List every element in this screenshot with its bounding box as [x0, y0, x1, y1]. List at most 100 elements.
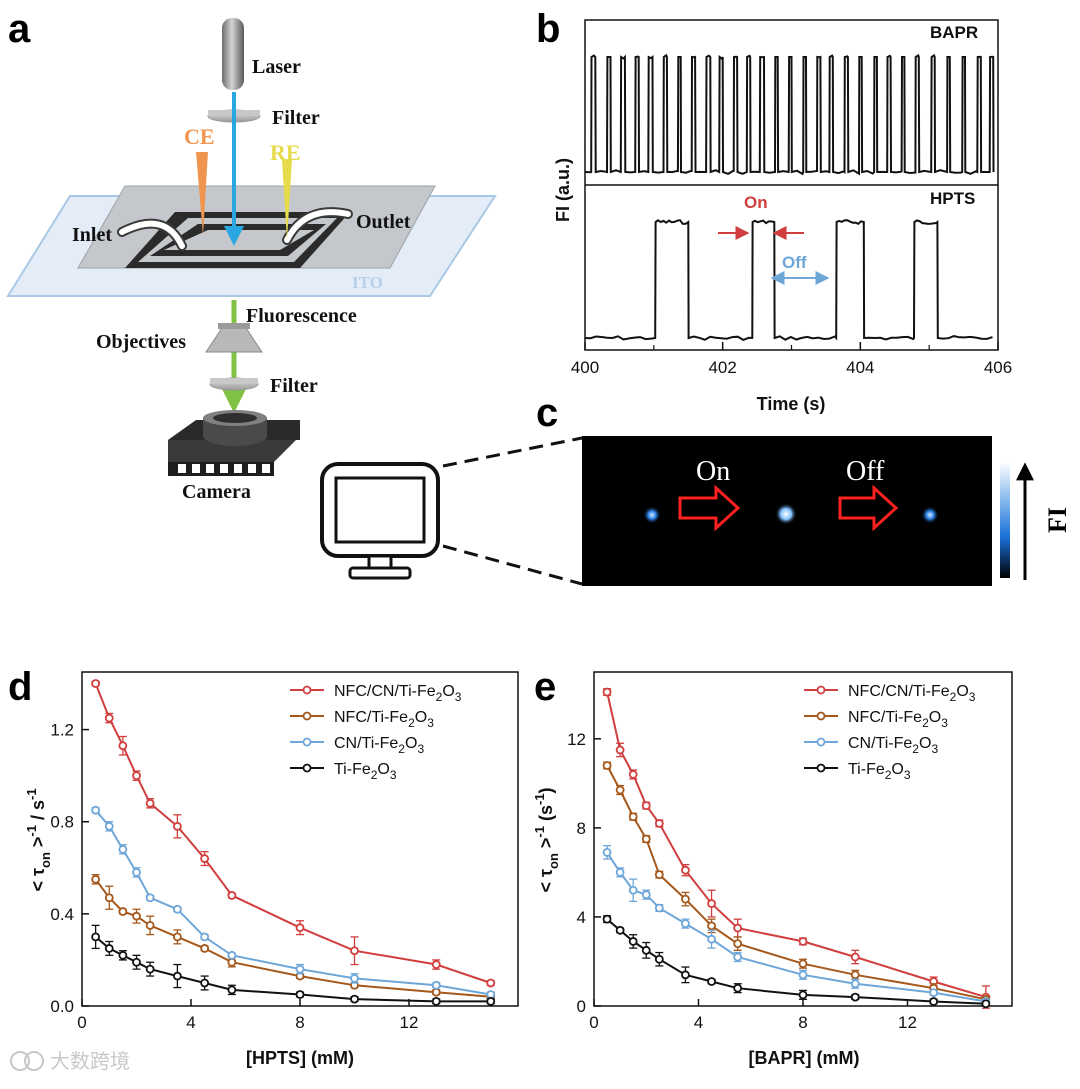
data-point: [145, 964, 155, 974]
y-tick-label: 8: [577, 819, 586, 838]
data-point: [118, 741, 128, 751]
data-point: [486, 978, 496, 988]
data-point: [641, 834, 651, 844]
data-point: [200, 854, 210, 863]
legend-marker: [302, 763, 312, 773]
data-point: [628, 937, 638, 946]
spot-bright: [775, 503, 797, 525]
x-tick-label: 0: [77, 1013, 86, 1032]
data-point: [798, 937, 808, 946]
legend-label: Ti-Fe2O3: [848, 761, 911, 782]
data-point: [641, 890, 651, 900]
data-point: [733, 983, 743, 993]
svg-text:< τon >-1 (s-1): < τon >-1 (s-1): [532, 787, 561, 892]
image-on-label: On: [696, 456, 730, 487]
panel-a: a Laser Filter ITO Inlet Outlet CE RE: [6, 7, 497, 503]
data-point: [681, 919, 690, 929]
legend-label: Ti-Fe2O3: [334, 761, 397, 782]
data-point: [132, 771, 141, 781]
data-point: [654, 870, 664, 880]
data-point: [227, 891, 237, 900]
data-point: [850, 979, 860, 989]
re-label: RE: [270, 140, 301, 165]
trace-x-tick-label: 400: [571, 358, 599, 377]
data-point: [145, 798, 155, 808]
trace-x-tick-label: 402: [708, 358, 736, 377]
data-point: [91, 679, 101, 688]
data-point: [350, 994, 359, 1004]
monitor-icon: [320, 462, 440, 580]
y-tick-label: 4: [577, 908, 586, 927]
data-point: [145, 920, 155, 930]
data-point: [118, 844, 128, 854]
legend-label: NFC/CN/Ti-Fe2O3: [848, 683, 976, 704]
legend-label: CN/Ti-Fe2O3: [848, 735, 938, 756]
legend-marker: [302, 685, 312, 695]
data-point: [431, 996, 441, 1006]
bapr-trace-line: [584, 53, 995, 176]
data-point: [654, 819, 664, 828]
data-point: [929, 997, 939, 1006]
chart-d-ylabel: < τon >-1 / s-1: [24, 788, 53, 891]
x-tick-label: 4: [186, 1013, 195, 1032]
data-point: [615, 868, 625, 877]
data-point: [850, 970, 860, 980]
off-arrow-icon: [838, 484, 899, 532]
data-point: [681, 970, 690, 980]
data-point: [227, 985, 237, 995]
data-point: [602, 687, 612, 697]
data-point: [295, 990, 305, 999]
x-tick-label: 4: [694, 1013, 703, 1032]
data-point: [200, 944, 210, 953]
y-tick-label: 0.0: [50, 997, 74, 1016]
hpts-label: HPTS: [930, 189, 975, 208]
data-point: [104, 821, 114, 831]
data-point: [615, 925, 625, 935]
objectives-icon: [205, 327, 263, 353]
chart-d-plot: 0 4 8 12 0.0 0.4 0.8 1.2 NFC/CN/Ti-Fe2O3 NFC/Ti-F…: [50, 679, 496, 1032]
data-point: [118, 950, 128, 960]
inlet-label: Inlet: [72, 224, 112, 246]
fi-colorbar: [1000, 462, 1010, 578]
data-point: [602, 914, 612, 924]
objectives-label: Objectives: [96, 331, 186, 353]
data-point: [850, 952, 860, 962]
image-off-label: Off: [846, 456, 885, 487]
data-point: [798, 990, 808, 1000]
chart-e-ylabel: < τon >-1 (s-1): [532, 787, 561, 892]
data-point: [733, 952, 743, 962]
series-line-2: [94, 809, 491, 996]
data-point: [431, 987, 441, 997]
bottom-filter-label: Filter: [270, 375, 318, 397]
x-tick-label: 8: [798, 1013, 807, 1032]
data-point: [733, 939, 743, 949]
y-tick-label: 0.4: [50, 905, 74, 924]
data-point: [132, 911, 141, 921]
panel-letter-d: d: [8, 665, 32, 709]
re-electrode-icon: [282, 160, 292, 240]
data-point: [295, 923, 305, 933]
legend-marker: [816, 737, 826, 747]
trace-ylabel: FI (a.u.): [553, 158, 573, 222]
trace-x-tick-label: 404: [846, 358, 874, 377]
data-point: [654, 954, 664, 964]
legend-label: NFC/CN/Ti-Fe2O3: [334, 683, 462, 704]
svg-text:< τon >-1 / s-1: < τon >-1 / s-1: [24, 788, 53, 891]
legend-marker: [302, 711, 312, 721]
data-point: [486, 990, 496, 999]
data-point: [615, 785, 625, 795]
camera-label: Camera: [182, 481, 251, 503]
trace-off-label: Off: [782, 253, 807, 272]
series-line-0: [94, 683, 492, 984]
spot-dim-2: [921, 506, 939, 524]
data-point: [681, 865, 690, 875]
legend-marker: [816, 685, 826, 695]
data-point: [132, 868, 141, 877]
top-filter-label: Filter: [272, 107, 320, 129]
panel-letter-c: c: [536, 391, 558, 435]
data-point: [172, 821, 182, 831]
data-point: [132, 957, 141, 967]
x-tick-label: 12: [898, 1013, 917, 1032]
data-point: [615, 745, 625, 755]
fluorescence-label: Fluorescence: [246, 305, 357, 327]
